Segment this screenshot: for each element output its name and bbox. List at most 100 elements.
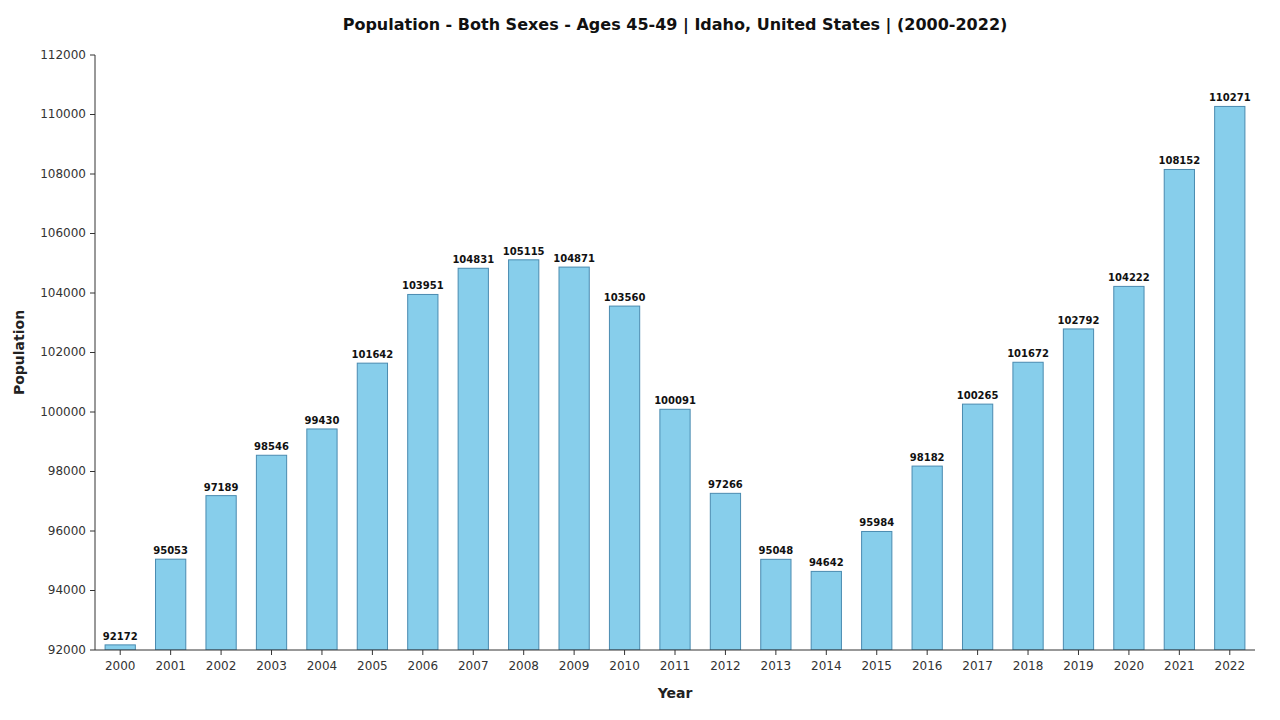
data-labels: 92172 95053 97189 98546 99430 101642 103951 104… xyxy=(103,92,1251,641)
x-tick-label: 2003 xyxy=(256,659,287,673)
data-label: 98546 xyxy=(254,441,289,452)
bar xyxy=(1063,329,1093,650)
x-tick xyxy=(1028,650,1029,655)
y-tick-label: 96000 xyxy=(48,524,86,538)
bar xyxy=(307,429,337,650)
x-tick-label: 2009 xyxy=(559,659,590,673)
bar xyxy=(761,559,791,650)
title: Population - Both Sexes - Ages 45-49 | I… xyxy=(343,15,1008,35)
x-tick-label: 2019 xyxy=(1063,659,1094,673)
data-label: 103951 xyxy=(402,280,444,291)
y-tick xyxy=(90,233,95,234)
x-tick-label: 2005 xyxy=(357,659,388,673)
bar xyxy=(509,260,539,650)
x-tick-label: 2017 xyxy=(962,659,993,673)
bar xyxy=(609,306,639,650)
x-tick xyxy=(523,650,524,655)
x-tick-label: 2010 xyxy=(609,659,640,673)
data-label: 99430 xyxy=(305,415,340,426)
x-tick-label: 2012 xyxy=(710,659,741,673)
data-label: 102792 xyxy=(1058,315,1100,326)
bar xyxy=(1013,362,1043,650)
x-tick xyxy=(170,650,171,655)
x-tick-label: 2021 xyxy=(1164,659,1195,673)
data-label: 101642 xyxy=(352,349,394,360)
data-label: 104831 xyxy=(452,254,494,265)
y-tick-label: 94000 xyxy=(48,583,86,597)
y-tick-label: 106000 xyxy=(40,226,86,240)
x-tick xyxy=(927,650,928,655)
bar xyxy=(156,559,186,650)
bar xyxy=(1215,106,1245,650)
x-tick-label: 2002 xyxy=(206,659,237,673)
y-tick xyxy=(90,412,95,413)
bar xyxy=(458,268,488,650)
data-label: 95984 xyxy=(859,517,894,528)
y-tick xyxy=(90,114,95,115)
bars xyxy=(105,106,1245,650)
x-tick-label: 2018 xyxy=(1013,659,1044,673)
y-tick-label: 110000 xyxy=(40,107,86,121)
x-tick xyxy=(221,650,222,655)
bar xyxy=(357,363,387,650)
x-tick-label: 2011 xyxy=(660,659,691,673)
bar xyxy=(811,571,841,650)
bar xyxy=(1164,169,1194,650)
bar xyxy=(1114,286,1144,650)
y-tick xyxy=(90,55,95,56)
x-tick-label: 2014 xyxy=(811,659,842,673)
data-label: 104871 xyxy=(553,253,595,264)
x-tick-label: 2001 xyxy=(155,659,186,673)
x-axis-label: Year xyxy=(657,685,693,701)
x-tick xyxy=(120,650,121,655)
x-tick xyxy=(1179,650,1180,655)
bar xyxy=(256,455,286,650)
y-tick xyxy=(90,471,95,472)
bar xyxy=(962,404,992,650)
x-tick-label: 2008 xyxy=(508,659,539,673)
bar xyxy=(660,409,690,650)
data-label: 97266 xyxy=(708,479,743,490)
y-tick xyxy=(90,352,95,353)
y-tick-label: 112000 xyxy=(40,48,86,62)
x-tick xyxy=(372,650,373,655)
chart-svg: 92000 94000 96000 98000 100000 102000 104000 10… xyxy=(0,0,1280,720)
x-tick xyxy=(473,650,474,655)
y-tick-label: 100000 xyxy=(40,405,86,419)
data-label: 94642 xyxy=(809,557,844,568)
x-tick-label: 2015 xyxy=(861,659,892,673)
axes: 92000 94000 96000 98000 100000 102000 104000 10… xyxy=(40,48,1255,674)
x-tick-label: 2000 xyxy=(105,659,136,673)
data-label: 97189 xyxy=(204,482,239,493)
y-tick xyxy=(90,531,95,532)
data-label: 100091 xyxy=(654,395,696,406)
y-tick xyxy=(90,174,95,175)
bar xyxy=(105,645,135,650)
y-tick xyxy=(90,590,95,591)
x-tick xyxy=(422,650,423,655)
data-label: 103560 xyxy=(604,292,646,303)
y-tick xyxy=(90,293,95,294)
x-tick xyxy=(624,650,625,655)
x-tick xyxy=(826,650,827,655)
x-tick-label: 2020 xyxy=(1114,659,1145,673)
data-label: 92172 xyxy=(103,631,138,642)
data-label: 104222 xyxy=(1108,272,1150,283)
y-tick-label: 98000 xyxy=(48,464,86,478)
x-tick xyxy=(725,650,726,655)
x-tick xyxy=(321,650,322,655)
data-label: 95053 xyxy=(153,545,188,556)
x-tick xyxy=(1128,650,1129,655)
bar xyxy=(408,294,438,650)
y-tick-label: 92000 xyxy=(48,643,86,657)
bar xyxy=(912,466,942,650)
bar xyxy=(710,493,740,650)
x-tick xyxy=(574,650,575,655)
data-label: 95048 xyxy=(758,545,793,556)
y-tick-label: 104000 xyxy=(40,286,86,300)
bar xyxy=(559,267,589,650)
y-tick-label: 102000 xyxy=(40,345,86,359)
bar xyxy=(862,531,892,650)
x-tick-label: 2022 xyxy=(1215,659,1246,673)
chart-container: 92000 94000 96000 98000 100000 102000 104000 10… xyxy=(0,0,1280,720)
